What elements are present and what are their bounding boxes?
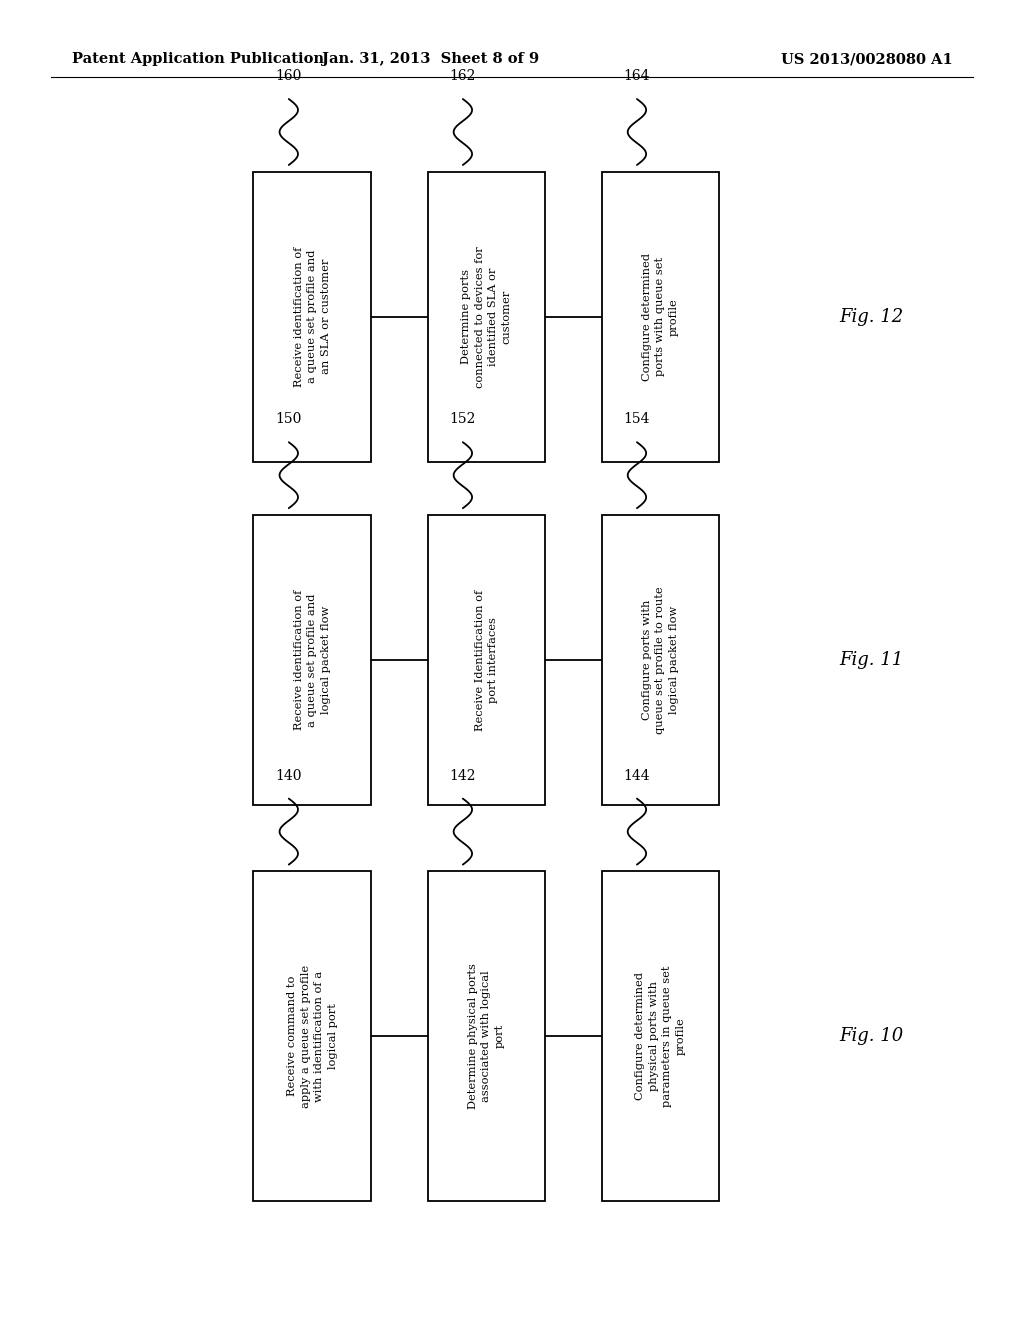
Text: 144: 144 bbox=[624, 768, 650, 783]
Text: 152: 152 bbox=[450, 412, 476, 426]
Text: Receive Identification of
port interfaces: Receive Identification of port interface… bbox=[474, 589, 499, 731]
Bar bbox=[254, 871, 371, 1201]
Text: Fig. 12: Fig. 12 bbox=[840, 308, 904, 326]
Bar bbox=[428, 172, 545, 462]
Text: 160: 160 bbox=[275, 69, 302, 83]
Text: Determine ports
connected to devices for
identified SLA or
customer: Determine ports connected to devices for… bbox=[461, 246, 512, 388]
Text: 154: 154 bbox=[624, 412, 650, 426]
Text: Receive identification of
a queue set profile and
logical packet flow: Receive identification of a queue set pr… bbox=[294, 590, 331, 730]
Text: Determine physical ports
associated with logical
port: Determine physical ports associated with… bbox=[468, 964, 505, 1109]
Text: 140: 140 bbox=[275, 768, 302, 783]
Text: Receive identification of
a queue set profile and
an SLA or customer: Receive identification of a queue set pr… bbox=[294, 247, 331, 387]
Text: 142: 142 bbox=[450, 768, 476, 783]
Text: 150: 150 bbox=[275, 412, 302, 426]
Text: 162: 162 bbox=[450, 69, 476, 83]
Text: Fig. 11: Fig. 11 bbox=[840, 651, 904, 669]
Text: 164: 164 bbox=[624, 69, 650, 83]
Text: Patent Application Publication: Patent Application Publication bbox=[72, 53, 324, 66]
Text: Configure determined
physical ports with
parameters in queue set
profile: Configure determined physical ports with… bbox=[635, 965, 686, 1107]
Bar bbox=[602, 871, 719, 1201]
Text: Receive command to
apply a queue set profile
with identification of a
logical po: Receive command to apply a queue set pro… bbox=[287, 965, 338, 1107]
Bar bbox=[254, 172, 371, 462]
Bar bbox=[428, 515, 545, 805]
Bar bbox=[602, 515, 719, 805]
Text: Configure determined
ports with queue set
profile: Configure determined ports with queue se… bbox=[642, 253, 679, 380]
Text: Jan. 31, 2013  Sheet 8 of 9: Jan. 31, 2013 Sheet 8 of 9 bbox=[322, 53, 539, 66]
Text: Configure ports with
queue set profile to route
logical packet flow: Configure ports with queue set profile t… bbox=[642, 586, 679, 734]
Text: Fig. 10: Fig. 10 bbox=[840, 1027, 904, 1045]
Text: US 2013/0028080 A1: US 2013/0028080 A1 bbox=[780, 53, 952, 66]
Bar bbox=[254, 515, 371, 805]
Bar bbox=[428, 871, 545, 1201]
Bar bbox=[602, 172, 719, 462]
